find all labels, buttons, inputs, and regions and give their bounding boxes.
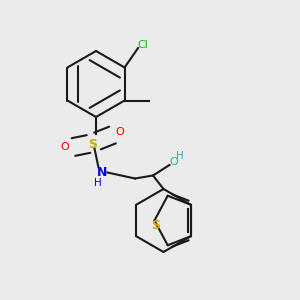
Text: O: O: [169, 157, 178, 167]
Text: S: S: [152, 218, 160, 232]
Text: S: S: [88, 137, 98, 151]
Text: H: H: [176, 151, 184, 161]
Text: N: N: [97, 166, 107, 179]
Text: H: H: [94, 178, 101, 188]
Text: O: O: [116, 127, 124, 137]
Text: O: O: [60, 142, 69, 152]
Text: Cl: Cl: [137, 40, 148, 50]
